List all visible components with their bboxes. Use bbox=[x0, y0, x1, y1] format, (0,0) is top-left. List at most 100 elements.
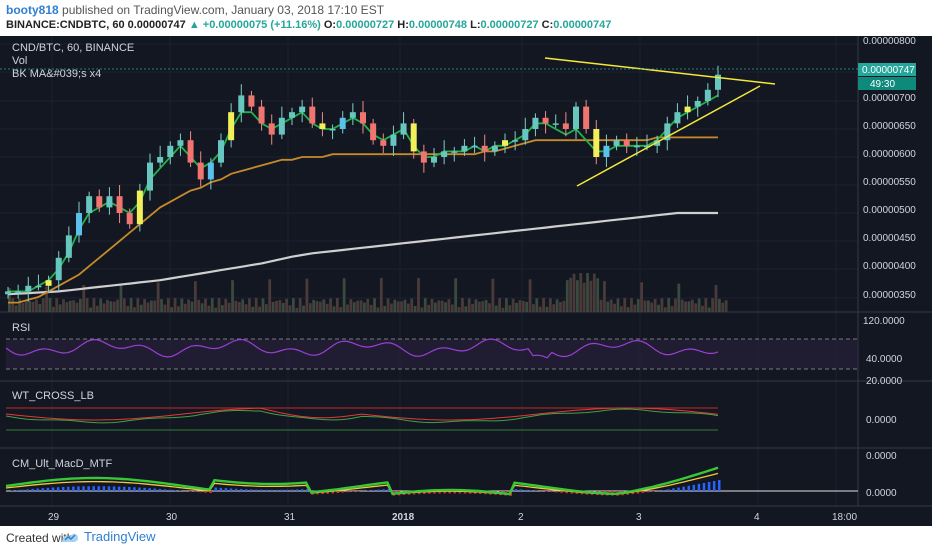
volume-bar bbox=[417, 278, 420, 312]
macd-histogram-bar bbox=[280, 489, 284, 491]
macd-histogram-bar bbox=[702, 482, 706, 491]
candle-body bbox=[613, 140, 620, 146]
volume-bar bbox=[393, 299, 397, 312]
author-link[interactable]: booty818 bbox=[6, 3, 59, 17]
price-tick-650: 0.00000650 bbox=[863, 121, 916, 132]
volume-bar bbox=[548, 298, 552, 312]
candle-body bbox=[583, 106, 590, 129]
candle-body bbox=[593, 129, 600, 157]
macd-histogram-bar bbox=[438, 491, 441, 494]
high-value: 0.00000748 bbox=[408, 19, 468, 31]
macd-histogram-bar bbox=[387, 488, 390, 491]
volume-bar bbox=[298, 298, 302, 312]
candle-body bbox=[715, 74, 721, 90]
volume-bar bbox=[538, 306, 542, 312]
macd-histogram-bar bbox=[67, 486, 70, 491]
volume-bar bbox=[461, 298, 464, 312]
macd-histogram-bar bbox=[636, 491, 640, 494]
countdown-tag bbox=[858, 77, 916, 90]
volume-bar bbox=[92, 298, 96, 312]
chart-area[interactable]: CND/BTC, 60, BINANCE Vol BK MA&#039;s x4… bbox=[0, 36, 932, 526]
volume-bar bbox=[555, 299, 559, 312]
candle-body bbox=[248, 95, 255, 107]
volume-bar bbox=[532, 304, 535, 312]
macd-histogram-bar bbox=[112, 486, 116, 491]
macd-histogram-bar bbox=[433, 491, 436, 494]
time-label-1800: 18:00 bbox=[832, 512, 857, 523]
macd-histogram-bar bbox=[72, 486, 75, 491]
trendline-upper[interactable] bbox=[544, 57, 776, 85]
macd-histogram-bar bbox=[463, 491, 467, 494]
trendline-lower[interactable] bbox=[576, 85, 761, 187]
candle-body bbox=[481, 145, 488, 152]
candle-body bbox=[238, 95, 245, 113]
legend-vol: Vol bbox=[12, 55, 27, 67]
volume-bar bbox=[126, 306, 130, 312]
candle-body bbox=[349, 112, 356, 118]
volume-bar bbox=[427, 304, 431, 312]
volume-bar bbox=[28, 301, 32, 312]
chart-header: booty818 published on TradingView.com, J… bbox=[0, 0, 932, 36]
volume-bar bbox=[193, 281, 197, 312]
tradingview-brand-link[interactable]: TradingView bbox=[84, 529, 156, 544]
volume-bar bbox=[444, 302, 447, 312]
macd-histogram-bar bbox=[428, 491, 431, 494]
volume-bar bbox=[440, 300, 444, 312]
candle-body bbox=[410, 123, 417, 152]
macd-histogram-bar bbox=[712, 481, 716, 491]
volume-bar bbox=[224, 298, 228, 312]
macd-histogram-bar bbox=[31, 488, 34, 491]
volume-bar bbox=[464, 306, 468, 312]
volume-bar bbox=[484, 299, 488, 312]
candle-body bbox=[15, 291, 22, 293]
volume-bar bbox=[288, 305, 292, 312]
macd-histogram-bar bbox=[529, 490, 533, 491]
volume-bar bbox=[210, 298, 214, 312]
volume-bar bbox=[687, 301, 691, 312]
rsi-title: RSI bbox=[12, 322, 30, 334]
volume-bar bbox=[677, 283, 681, 312]
volume-bar bbox=[139, 304, 143, 312]
macd-title: CM_Ult_MacD_MTF bbox=[12, 458, 113, 470]
high-label: H: bbox=[397, 19, 409, 31]
price-tick-350: 0.00000350 bbox=[863, 290, 916, 301]
volume-bar bbox=[505, 298, 508, 312]
volume-bar bbox=[434, 302, 437, 312]
time-label-3: 3 bbox=[636, 512, 642, 523]
chart-svg[interactable]: CND/BTC, 60, BINANCE Vol BK MA&#039;s x4… bbox=[0, 36, 932, 526]
up-triangle-icon: ▲ bbox=[188, 19, 200, 31]
volume-bar bbox=[356, 300, 360, 312]
volume-bar bbox=[640, 282, 644, 312]
volume-bar bbox=[386, 298, 390, 312]
volume-bar bbox=[511, 298, 515, 312]
volume-bar bbox=[420, 307, 424, 312]
macd-histogram-bar bbox=[306, 488, 309, 491]
volume-bar bbox=[55, 298, 59, 312]
time-label-31: 31 bbox=[284, 512, 296, 523]
volume-bar bbox=[613, 303, 616, 312]
volume-bar bbox=[31, 301, 35, 312]
macd-histogram-bar bbox=[199, 491, 202, 493]
macd-histogram-bar bbox=[682, 486, 685, 491]
macd-histogram-bar bbox=[458, 491, 462, 494]
macd-histogram-bar bbox=[672, 488, 675, 491]
volume-bar bbox=[14, 305, 18, 312]
volume-bar bbox=[72, 300, 76, 312]
volume-bar bbox=[447, 299, 451, 312]
volume-bar bbox=[221, 305, 224, 312]
candle-body bbox=[177, 140, 184, 146]
macd-histogram-bar bbox=[214, 487, 218, 491]
volume-bar bbox=[197, 299, 201, 312]
volume-bar bbox=[11, 298, 15, 312]
time-label-4: 4 bbox=[754, 512, 760, 523]
candle-body bbox=[461, 145, 468, 152]
volume-bar bbox=[359, 300, 363, 312]
volume-bar bbox=[160, 299, 163, 312]
volume-bar bbox=[406, 303, 410, 312]
volume-bar bbox=[701, 305, 704, 312]
volume-bar bbox=[450, 304, 454, 312]
macd-histogram-bar bbox=[697, 483, 701, 491]
volume-bar bbox=[329, 298, 332, 312]
volume-bar bbox=[410, 298, 414, 312]
volume-bar bbox=[24, 300, 28, 312]
